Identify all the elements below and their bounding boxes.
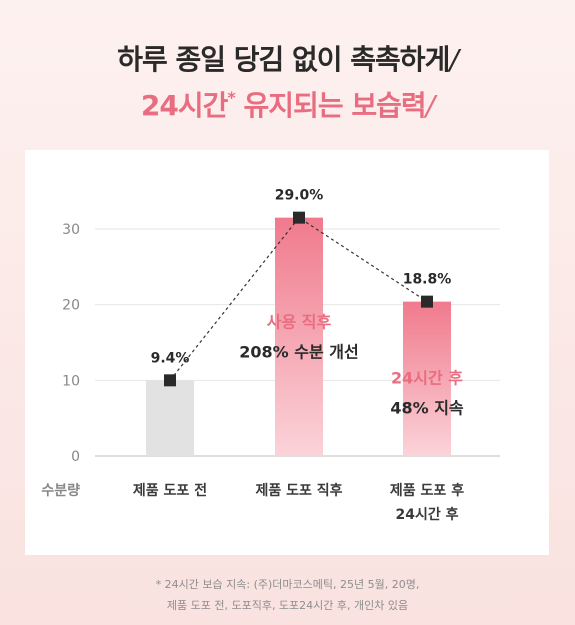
y-tick-label: 10 xyxy=(62,373,80,389)
data-marker xyxy=(164,374,176,387)
footnote-line-2: 제품 도포 전, 도포직후, 도포24시간 후, 개인차 있음 xyxy=(166,599,409,612)
annotation-value: 48% 지속 xyxy=(390,399,464,418)
bar xyxy=(403,301,451,456)
annotation-title: 24시간 후 xyxy=(391,369,463,388)
bar xyxy=(275,217,323,456)
footnote-line-1: * 24시간 보습 지속: (주)더마코스메틱, 25년 5월, 20명, xyxy=(155,578,420,591)
category-label: 제품 도포 전 xyxy=(133,482,207,499)
headline-line-2-rest: 유지되는 보습력 xyxy=(234,89,427,122)
headline-line-2-slash: / xyxy=(425,89,435,122)
annotation-title: 사용 직후 xyxy=(267,313,332,332)
y-tick-label: 30 xyxy=(62,222,80,238)
headline-line-2: 24시간* 유지되는 보습력/ xyxy=(0,84,575,124)
category-label: 24시간 후 xyxy=(396,506,459,523)
headline-line-2-star: * xyxy=(227,88,235,107)
headline-line-1-text: 하루 종일 당김 없이 촉촉하게 xyxy=(117,43,450,76)
headline-line-1-slash: / xyxy=(449,43,458,76)
y-tick-label: 20 xyxy=(62,298,80,314)
category-label: 제품 도포 직후 xyxy=(255,482,342,499)
category-label: 제품 도포 후 xyxy=(390,483,464,499)
annotation-value: 208% 수분 개선 xyxy=(239,343,358,362)
data-label: 29.0% xyxy=(275,188,324,204)
bar xyxy=(146,380,194,456)
headline-line-2-main: 24시간 xyxy=(140,89,228,122)
data-label: 9.4% xyxy=(151,350,190,366)
y-axis-title: 수분량 xyxy=(41,483,80,499)
data-marker xyxy=(421,295,433,308)
data-label: 18.8% xyxy=(403,272,452,288)
data-marker xyxy=(293,211,305,224)
headline-line-1: 하루 종일 당김 없이 촉촉하게/ xyxy=(0,38,575,78)
y-tick-label: 0 xyxy=(71,449,80,465)
